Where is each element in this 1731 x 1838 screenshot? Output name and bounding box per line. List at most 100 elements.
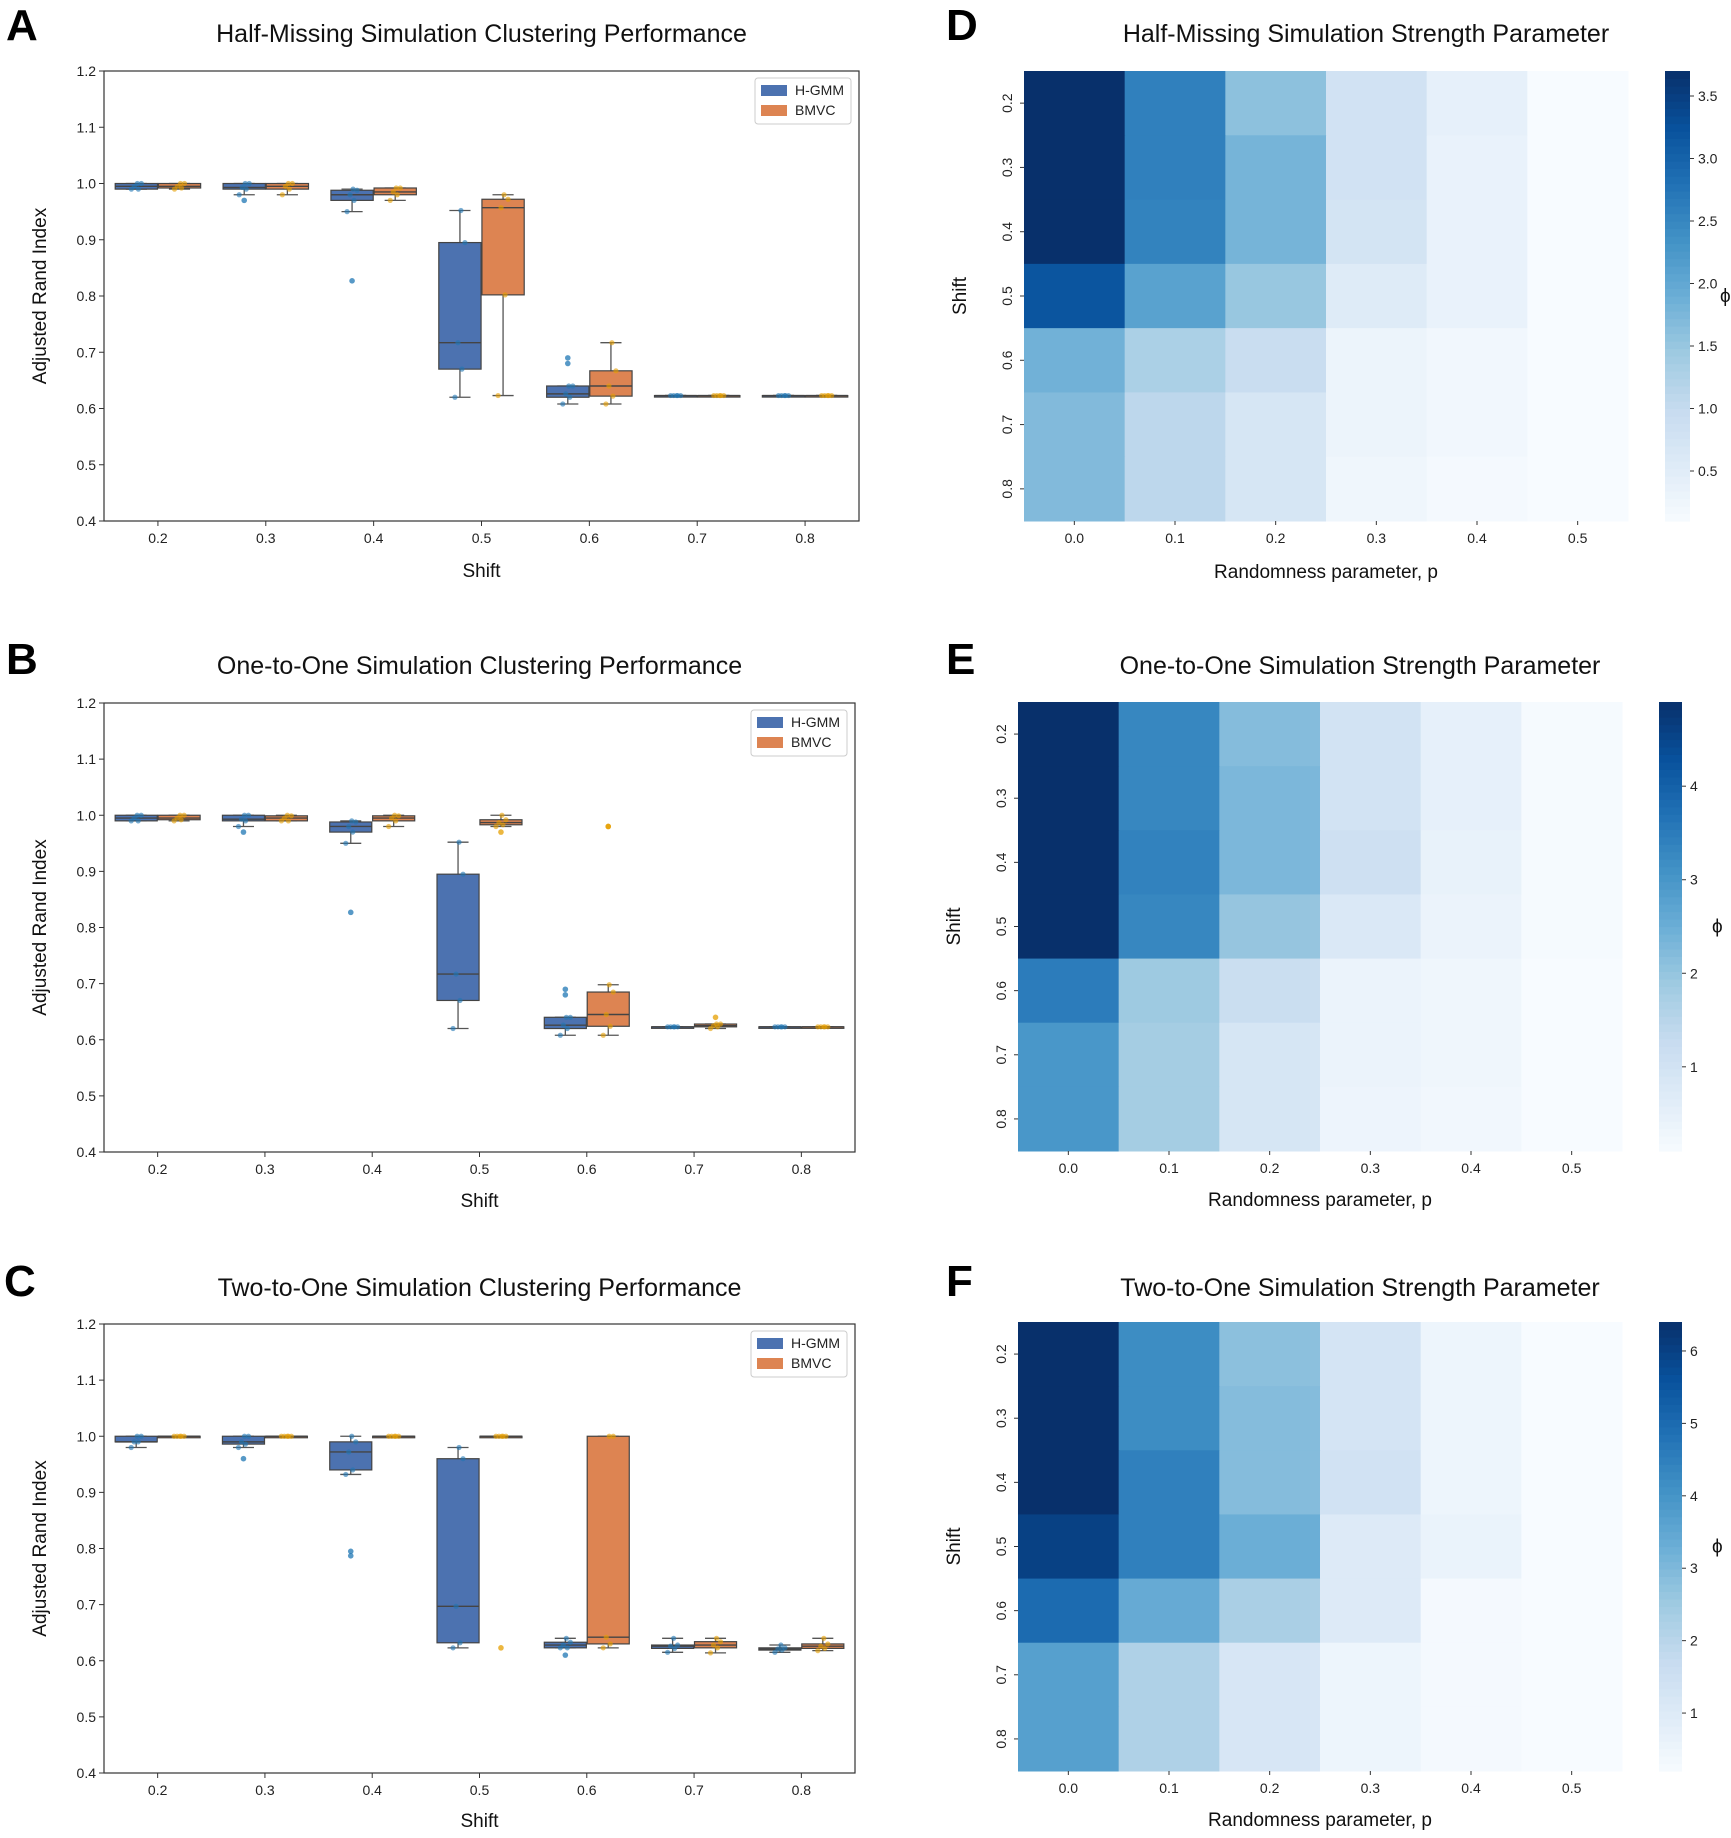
colorbar-segment [1659, 971, 1682, 980]
colorbar-segment [1659, 1396, 1682, 1405]
x-tick-label: 0.5 [1562, 1780, 1582, 1796]
colorbar-segment [1665, 146, 1690, 155]
colorbar-segment [1659, 1121, 1682, 1130]
heatmap-cell [1219, 830, 1321, 895]
x-tick-label: 0.2 [1260, 1160, 1280, 1176]
heatmap-cell [1420, 1514, 1522, 1580]
colorbar-segment [1659, 978, 1682, 987]
heatmap-cell [1521, 1022, 1623, 1088]
heatmap-cell [1219, 1578, 1321, 1644]
data-point [560, 401, 566, 407]
heatmap-cell [1024, 199, 1126, 265]
x-tick-label: 0.0 [1065, 530, 1085, 546]
colorbar-tick-label: 3.0 [1698, 151, 1718, 167]
heatmap-cell [1521, 702, 1623, 767]
colorbar-segment [1665, 116, 1690, 125]
data-point [350, 829, 356, 835]
colorbar-segment [1659, 1106, 1682, 1115]
outlier-point [240, 829, 247, 835]
heatmap-cell [1018, 1086, 1120, 1152]
data-point [128, 1444, 134, 1451]
x-tick-label: 0.2 [1260, 1780, 1280, 1796]
colorbar-segment [1665, 93, 1690, 102]
colorbar-segment [1665, 303, 1690, 312]
data-point [397, 185, 403, 191]
x-tick-label: 0.5 [1568, 530, 1588, 546]
data-point [138, 1433, 144, 1439]
data-point [450, 1025, 456, 1032]
colorbar-segment [1659, 1374, 1682, 1383]
data-point [390, 189, 396, 195]
y-tick-label: 0.6 [999, 350, 1015, 370]
data-point [557, 1032, 563, 1038]
heatmap-cell [1219, 1386, 1321, 1451]
data-point [672, 1645, 678, 1652]
heatmap-cell [1225, 328, 1327, 393]
heatmap-cell [1018, 1322, 1120, 1387]
data-point [818, 1643, 824, 1649]
colorbar-segment [1659, 1606, 1682, 1615]
heatmap-cell [1225, 71, 1327, 136]
colorbar-segment [1665, 348, 1690, 357]
heatmap-cell [1118, 1386, 1220, 1451]
data-point [458, 207, 464, 214]
chart-title: Half-Missing Simulation Strength Paramet… [1123, 20, 1609, 48]
data-point [714, 1645, 721, 1651]
colorbar-segment [1665, 123, 1690, 132]
heatmap-cell [1018, 1514, 1120, 1580]
box-bmvc [589, 370, 633, 397]
data-point [135, 818, 141, 824]
data-point [606, 383, 612, 389]
colorbar-segment [1659, 948, 1682, 958]
colorbar-segment [1665, 206, 1690, 215]
colorbar-segment [1659, 1486, 1682, 1495]
panel-A: A Half-Missing Simulation Clustering Perf… [6, 1, 860, 582]
colorbar-segment [1659, 1673, 1682, 1682]
data-point [288, 1433, 294, 1439]
colorbar-segment [1665, 251, 1690, 260]
data-point [782, 1024, 788, 1030]
data-point [177, 1433, 183, 1439]
heatmap-cell [1018, 1022, 1120, 1088]
data-point [138, 180, 144, 187]
data-point [456, 839, 462, 845]
data-point [286, 186, 292, 192]
heatmap-cell [1521, 1086, 1623, 1152]
colorbar-segment [1659, 1083, 1682, 1092]
colorbar-segment [1665, 498, 1690, 507]
colorbar-tick-label: 1.5 [1698, 338, 1718, 354]
heatmap-cell [1024, 135, 1126, 201]
colorbar-segment [1665, 311, 1690, 320]
data-point [134, 812, 140, 818]
heatmap-cell [1527, 71, 1629, 136]
colorbar-segment [1659, 1539, 1682, 1548]
y-tick-label: 0.6 [993, 981, 1009, 1001]
colorbar-segment [1659, 1726, 1682, 1735]
data-point [354, 187, 360, 193]
data-point [346, 1449, 352, 1455]
heatmap-cell [1426, 263, 1528, 329]
data-point [241, 1433, 248, 1439]
legend-swatch [761, 105, 787, 116]
outlier-point [564, 355, 571, 361]
colorbar-segment [1665, 341, 1690, 350]
data-point [499, 1433, 505, 1439]
colorbar-segment [1659, 1636, 1682, 1645]
colorbar-segment [1659, 1576, 1682, 1585]
heatmap-cell [1225, 456, 1327, 522]
y-tick-label: 1.2 [77, 1316, 97, 1332]
colorbar-tick-label: 3 [1690, 872, 1698, 888]
colorbar-segment [1659, 1113, 1682, 1122]
data-point [563, 391, 569, 397]
x-tick-label: 0.4 [362, 1782, 382, 1798]
data-point [242, 1441, 249, 1447]
y-tick-label: 0.7 [993, 1665, 1009, 1685]
heatmap-cell [1118, 1086, 1220, 1152]
panel-F: F Two-to-One Simulation Strength Paramete… [944, 1257, 1723, 1831]
x-tick-label: 0.6 [580, 530, 600, 546]
data-point [181, 1433, 187, 1439]
heatmap-cell [1420, 1642, 1522, 1708]
chart-title: Half-Missing Simulation Clustering Perfo… [216, 20, 747, 48]
colorbar-segment [1659, 1516, 1682, 1525]
y-tick-label: 0.7 [999, 415, 1015, 435]
